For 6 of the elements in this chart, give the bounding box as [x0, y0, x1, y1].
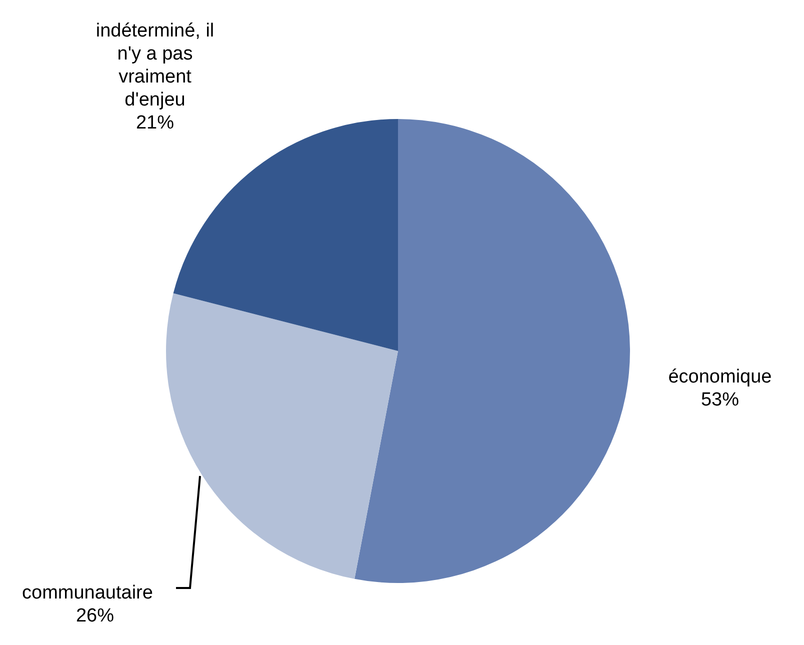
data-label: 26% — [76, 606, 114, 627]
data-label: 53% — [700, 390, 740, 411]
slice-label: indéterminé, il n'y a pas vraiment d'enjeu — [96, 20, 214, 111]
slice-label: communautaire — [22, 582, 153, 604]
slice-label: économique — [668, 366, 772, 388]
data-label: 21% — [136, 112, 174, 134]
